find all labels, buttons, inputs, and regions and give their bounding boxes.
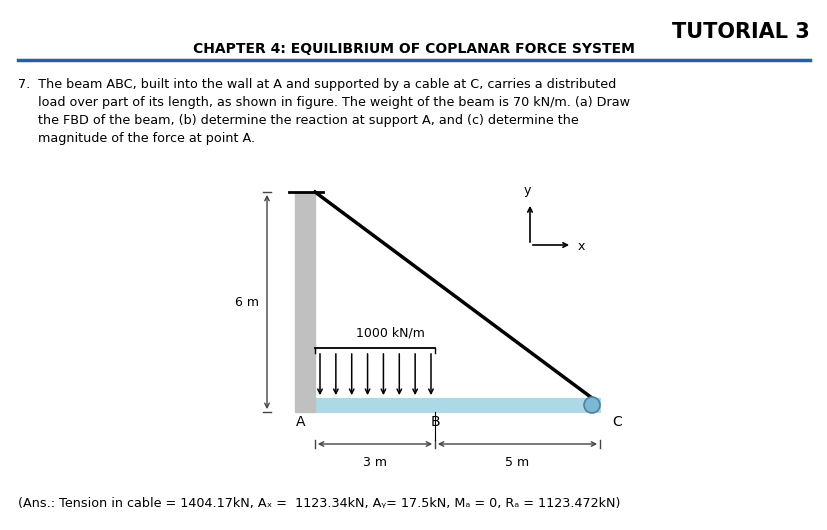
Text: TUTORIAL 3: TUTORIAL 3 (672, 22, 809, 42)
Text: y: y (523, 184, 530, 197)
Text: (Ans.: Tension in cable = 1404.17kN, Aₓ =  1123.34kN, Aᵧ= 17.5kN, Mₐ = 0, Rₐ = 1: (Ans.: Tension in cable = 1404.17kN, Aₓ … (18, 497, 619, 510)
Text: the FBD of the beam, (b) determine the reaction at support A, and (c) determine : the FBD of the beam, (b) determine the r… (18, 114, 578, 127)
Text: 7.  The beam ABC, built into the wall at A and supported by a cable at C, carrie: 7. The beam ABC, built into the wall at … (18, 78, 615, 91)
Text: 6 m: 6 m (235, 296, 259, 308)
Bar (314, 398, 600, 412)
Text: 5 m: 5 m (504, 456, 529, 469)
Text: load over part of its length, as shown in figure. The weight of the beam is 70 k: load over part of its length, as shown i… (18, 96, 629, 109)
Text: 3 m: 3 m (362, 456, 386, 469)
Text: C: C (611, 415, 621, 429)
Text: B: B (430, 415, 439, 429)
Bar (294, 192, 314, 412)
Text: magnitude of the force at point A.: magnitude of the force at point A. (18, 132, 255, 145)
Text: 1000 kN/m: 1000 kN/m (355, 327, 424, 340)
Text: x: x (577, 241, 585, 253)
Text: A: A (295, 415, 304, 429)
Circle shape (583, 397, 600, 413)
Text: CHAPTER 4: EQUILIBRIUM OF COPLANAR FORCE SYSTEM: CHAPTER 4: EQUILIBRIUM OF COPLANAR FORCE… (193, 42, 634, 56)
